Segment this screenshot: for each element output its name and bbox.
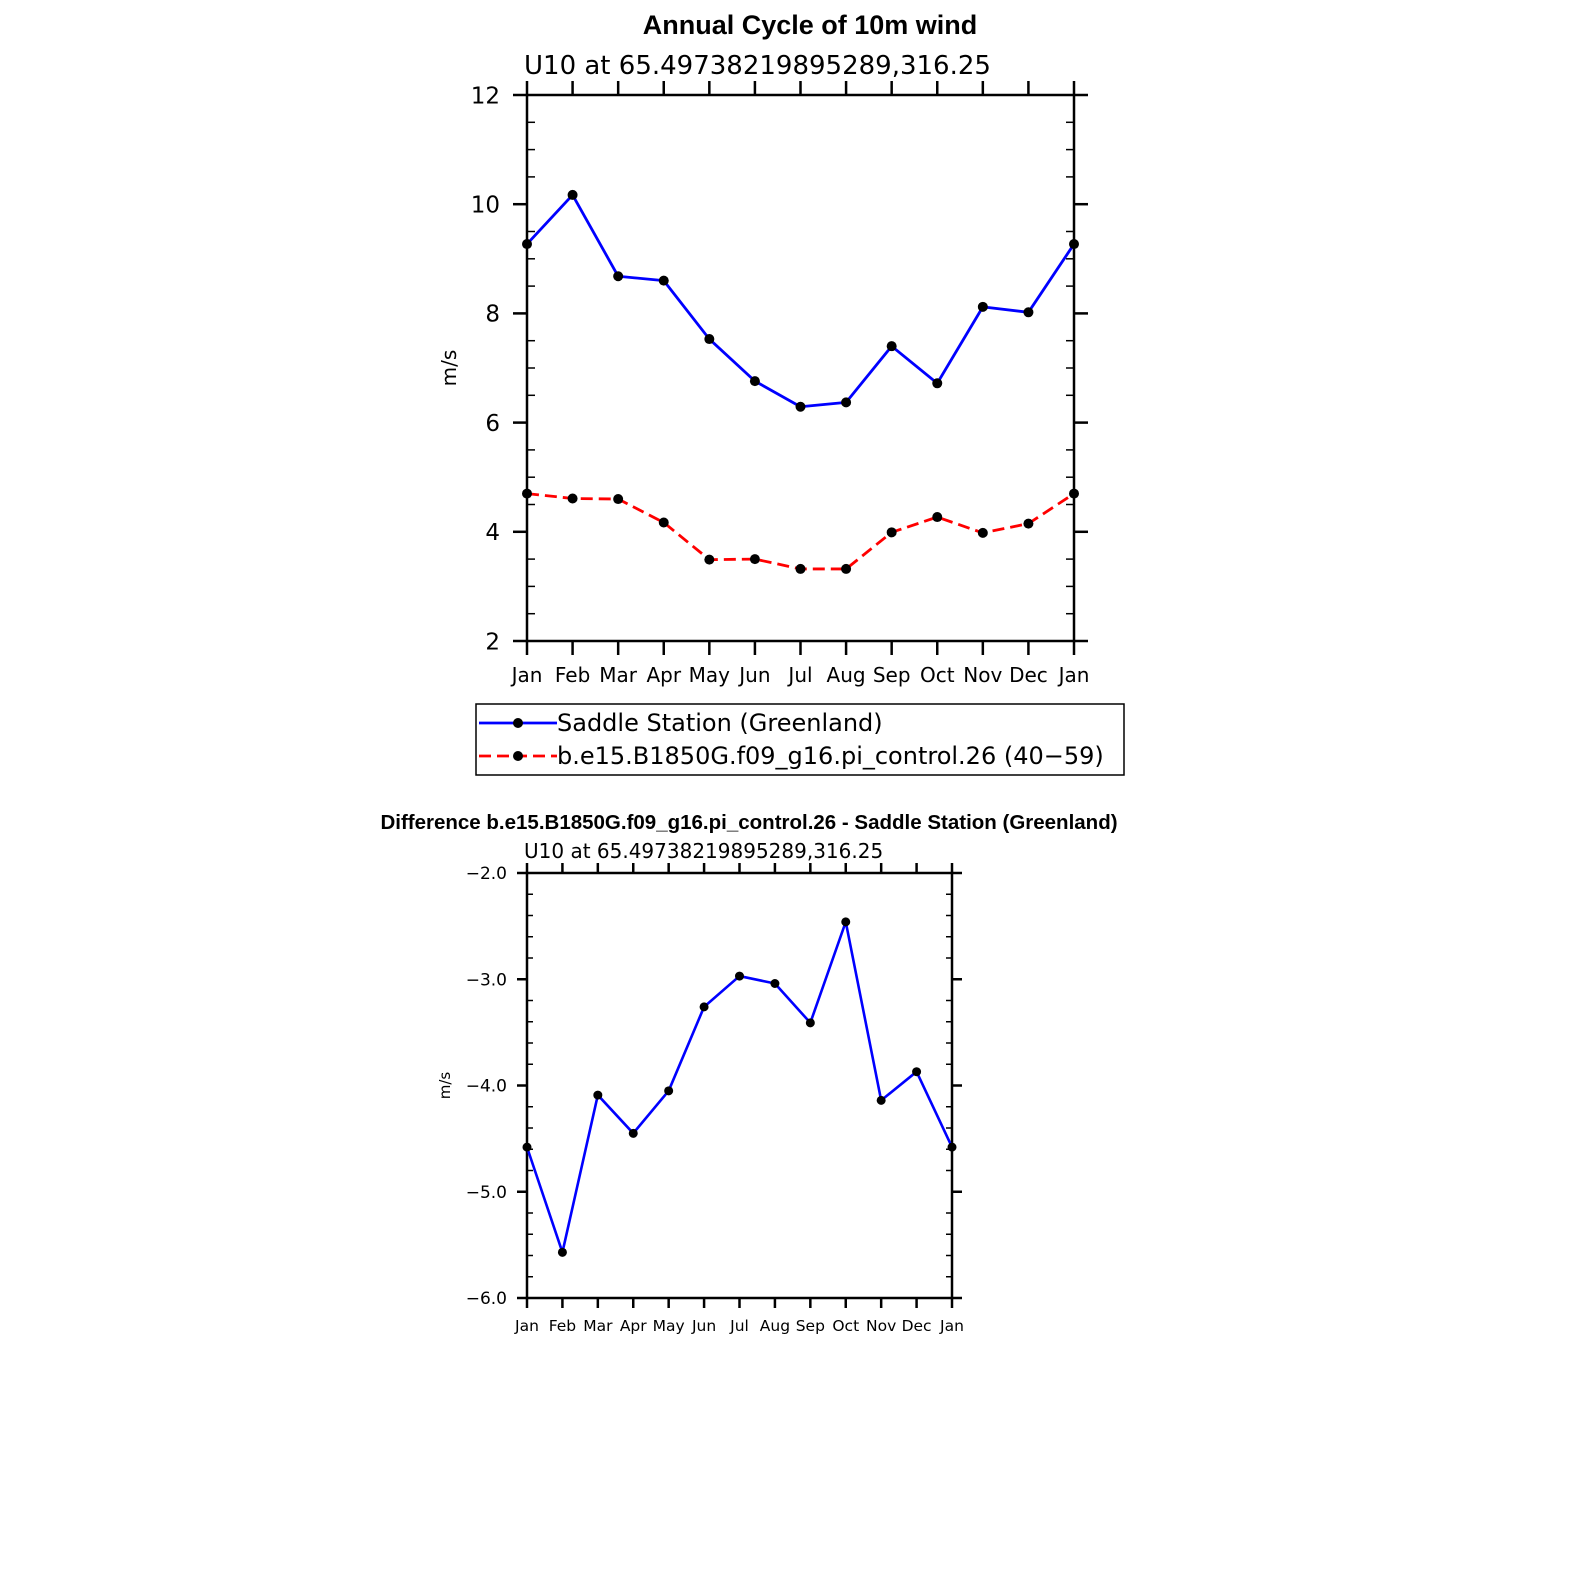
- x-tick-label: Apr: [620, 1317, 647, 1335]
- x-tick-label: Aug: [827, 663, 866, 687]
- data-point: [613, 494, 624, 505]
- y-tick-label: −5.0: [466, 1183, 507, 1203]
- data-point: [522, 488, 532, 499]
- x-tick-label: Jul: [786, 663, 812, 687]
- series-line-0: [525, 920, 954, 1254]
- legend-label: Saddle Station (Greenland): [557, 709, 883, 737]
- legend-swatch-marker: [513, 751, 523, 761]
- y-tick-label: 2: [485, 629, 500, 655]
- data-point: [977, 527, 988, 538]
- data-point: [886, 527, 897, 538]
- y-tick-label: 8: [485, 302, 500, 328]
- x-tick-label: Sep: [873, 663, 911, 687]
- data-point: [977, 301, 988, 312]
- data-point: [841, 397, 852, 408]
- y-tick-label: −2.0: [466, 864, 507, 884]
- y-axis-label: m/s: [436, 1072, 454, 1100]
- data-point: [658, 517, 669, 528]
- chart-subtitle: U10 at 65.49738219895289,316.25: [524, 839, 883, 863]
- data-point: [735, 971, 744, 981]
- y-tick-label: 10: [471, 192, 500, 218]
- data-point: [1069, 239, 1079, 250]
- data-point: [613, 271, 624, 282]
- x-tick-label: Aug: [760, 1317, 790, 1335]
- legend: Saddle Station (Greenland) b.e15.B1850G.f…: [475, 703, 1125, 776]
- data-point: [947, 1142, 957, 1152]
- data-point: [749, 376, 760, 387]
- data-point: [1069, 488, 1079, 499]
- legend-box: [475, 703, 1125, 776]
- y-tick-label: −4.0: [466, 1077, 507, 1097]
- x-tick-label: May: [689, 663, 731, 687]
- x-tick-label: Jun: [737, 663, 770, 687]
- x-tick-label: Feb: [549, 1317, 576, 1335]
- data-point: [567, 189, 578, 200]
- data-point: [932, 378, 943, 389]
- y-tick-label: 12: [471, 83, 500, 109]
- data-point: [886, 341, 897, 352]
- data-point: [699, 1002, 709, 1012]
- x-tick-label: Jan: [1057, 663, 1090, 687]
- data-point: [557, 1247, 567, 1257]
- plot-frame: [525, 871, 954, 1300]
- x-tick-label: Nov: [963, 663, 1002, 687]
- x-tick-label: Jan: [939, 1317, 964, 1335]
- data-point: [795, 563, 806, 574]
- y-tick-label: −6.0: [466, 1289, 507, 1309]
- data-point: [522, 1142, 532, 1152]
- x-tick-label: Jun: [691, 1317, 716, 1335]
- data-point: [749, 554, 760, 565]
- x-tick-label: Dec: [902, 1317, 932, 1335]
- data-point: [770, 979, 780, 988]
- data-point: [664, 1086, 674, 1096]
- data-point: [658, 275, 669, 286]
- data-point: [805, 1018, 815, 1028]
- legend-label: b.e15.B1850G.f09_g16.pi_control.26 (40−5…: [557, 742, 1104, 770]
- data-point: [704, 334, 715, 345]
- x-tick-label: Oct: [920, 663, 955, 687]
- data-point: [932, 512, 943, 523]
- difference-chart: Jan Feb Mar Apr May Jun Jul Aug Sep Oct Nov Dec Jan−…: [436, 839, 964, 1335]
- x-tick-label: Oct: [832, 1317, 859, 1335]
- data-point: [841, 563, 852, 574]
- x-tick-label: Sep: [796, 1317, 825, 1335]
- y-tick-label: −3.0: [466, 970, 507, 990]
- chart-subtitle: U10 at 65.49738219895289,316.25: [524, 51, 991, 81]
- x-tick-label: Mar: [599, 663, 638, 687]
- data-point: [795, 401, 806, 412]
- data-point: [704, 554, 715, 565]
- data-point: [1023, 518, 1034, 529]
- data-point: [567, 493, 578, 504]
- x-tick-label: Feb: [555, 663, 590, 687]
- legend-swatch-marker: [513, 718, 523, 728]
- data-point: [876, 1095, 886, 1105]
- x-tick-label: Jul: [729, 1317, 749, 1335]
- x-tick-label: Apr: [646, 663, 681, 687]
- data-point: [628, 1128, 638, 1138]
- x-tick-label: Nov: [866, 1317, 896, 1335]
- data-point: [522, 239, 532, 250]
- data-point: [841, 917, 851, 927]
- series-line-0: [525, 193, 1076, 409]
- series-line-1: [526, 492, 1075, 571]
- data-point: [912, 1067, 922, 1077]
- x-tick-label: Dec: [1009, 663, 1048, 687]
- plot-frame: [525, 93, 1076, 643]
- chart-title: Annual Cycle of 10m wind: [643, 10, 978, 40]
- x-tick-label: Jan: [510, 663, 543, 687]
- y-tick-label: 4: [485, 520, 500, 546]
- x-tick-label: Jan: [514, 1317, 539, 1335]
- y-tick-label: 6: [485, 411, 500, 437]
- x-tick-label: May: [653, 1317, 685, 1335]
- annual-cycle-chart: Jan Feb Mar Apr May Jun Jul Aug Sep Oct Nov Dec Jan 2…: [437, 51, 1089, 687]
- data-point: [593, 1090, 603, 1100]
- difference-chart-title: Difference b.e15.B1850G.f09_g16.pi_contr…: [380, 811, 1117, 834]
- data-point: [1023, 307, 1034, 318]
- y-axis-label: m/s: [437, 350, 461, 387]
- x-tick-label: Mar: [583, 1317, 613, 1335]
